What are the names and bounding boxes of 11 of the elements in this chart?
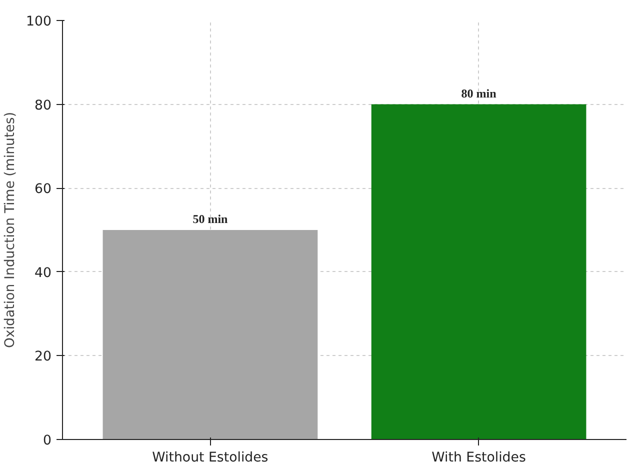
y-tick-label: 100 (26, 14, 52, 30)
y-axis-title: Oxidation Induction Time (minutes) (3, 112, 18, 348)
y-tick-label: 80 (34, 98, 52, 114)
y-tick-label: 60 (34, 182, 52, 198)
x-tick-label: With Estolides (432, 450, 526, 466)
y-tick-label: 0 (43, 434, 52, 448)
data-label: 80 min (461, 86, 497, 100)
y-tick-label: 40 (34, 266, 52, 281)
y-tick-label: 20 (34, 350, 52, 365)
x-tick-label: Without Estolides (152, 450, 268, 466)
data-label: 50 min (192, 212, 228, 226)
